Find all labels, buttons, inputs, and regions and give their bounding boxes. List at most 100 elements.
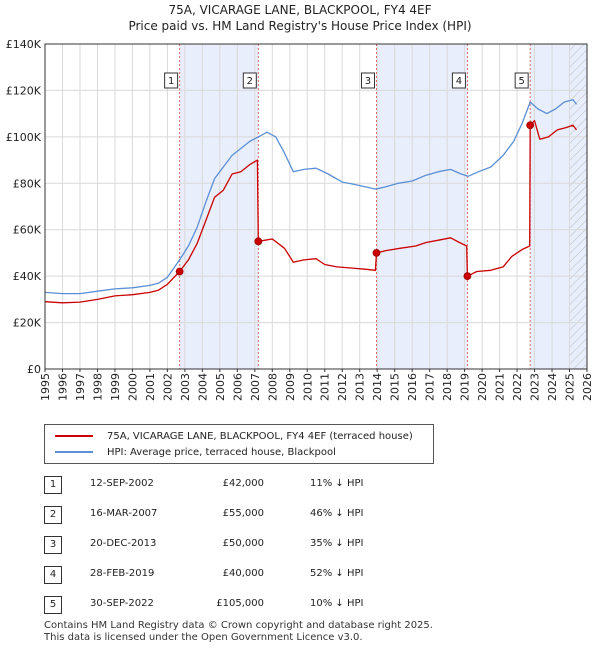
legend-swatch-hpi: [55, 451, 93, 453]
sale-point: [175, 267, 184, 276]
x-tick-label: 2015: [389, 373, 402, 401]
chart-legend: 75A, VICARAGE LANE, BLACKPOOL, FY4 4EF (…: [44, 424, 434, 464]
sale-row: 4 28-FEB-2019 £40,000 52% ↓ HPI: [44, 566, 464, 584]
sale-number-label: 3: [365, 76, 371, 87]
sale-price: £42,000: [222, 478, 264, 489]
sale-row: 5 30-SEP-2022 £105,000 10% ↓ HPI: [44, 596, 464, 614]
x-tick-label: 2006: [231, 373, 244, 401]
footer-copyright: Contains HM Land Registry data © Crown c…: [44, 620, 433, 631]
sale-hpi-diff: 10% ↓ HPI: [310, 598, 364, 609]
plot-area: [45, 44, 587, 369]
chart-subtitle: Price paid vs. HM Land Registry's House …: [128, 19, 472, 33]
y-tick-label: £100K: [6, 131, 42, 144]
x-tick-label: 2017: [424, 373, 437, 401]
sale-date: 16-MAR-2007: [90, 508, 158, 519]
legend-item-property: 75A, VICARAGE LANE, BLACKPOOL, FY4 4EF (…: [55, 429, 413, 443]
x-tick-label: 2026: [581, 373, 594, 401]
sale-number-box: [360, 72, 375, 89]
sale-number-badge: 3: [44, 536, 62, 554]
ownership-shade: [376, 44, 468, 369]
footer-licence: This data is licensed under the Open Gov…: [44, 632, 363, 643]
x-tick-label: 2012: [336, 373, 349, 401]
sale-hpi-diff: 35% ↓ HPI: [310, 538, 364, 549]
footer-attribution: Contains HM Land Registry data © Crown c…: [44, 620, 433, 644]
x-tick-label: 1997: [74, 373, 87, 401]
x-tick-label: 2025: [564, 373, 577, 401]
sale-number-label: 2: [247, 76, 253, 87]
price-chart: £0 £20K £40K £60K £80K £100K £120K £140K 1995 199…: [6, 38, 594, 401]
sale-row: 2 16-MAR-2007 £55,000 46% ↓ HPI: [44, 506, 464, 524]
sale-number-label: 4: [456, 76, 462, 87]
x-tick-label: 1998: [91, 373, 104, 401]
x-tick-label: 2005: [214, 373, 227, 401]
sale-date: 28-FEB-2019: [90, 568, 155, 579]
legend-label-property: 75A, VICARAGE LANE, BLACKPOOL, FY4 4EF (…: [107, 430, 413, 442]
sale-price: £55,000: [222, 508, 264, 519]
x-tick-label: 2001: [144, 373, 157, 401]
x-tick-label: 1995: [39, 373, 52, 401]
x-tick-label: 1999: [109, 373, 122, 401]
sale-number-label: 1: [168, 76, 174, 87]
x-tick-label: 2024: [546, 373, 559, 401]
y-tick-label: £60K: [13, 224, 42, 237]
chart-title-main: 75A, VICARAGE LANE, BLACKPOOL, FY4 4EF: [168, 3, 432, 17]
sale-number-box: [164, 72, 179, 89]
y-tick-label: £0: [27, 363, 41, 376]
x-tick-label: 2020: [476, 373, 489, 401]
sale-point: [526, 121, 535, 130]
x-tick-label: 2019: [459, 373, 472, 401]
y-tick-label: £40K: [13, 270, 42, 283]
sale-date: 12-SEP-2002: [90, 478, 154, 489]
sale-number-badge: 2: [44, 506, 62, 524]
x-tick-label: 2008: [266, 373, 279, 401]
x-tick-label: 2009: [284, 373, 297, 401]
plot-frame: [44, 43, 588, 370]
x-tick-label: 2021: [494, 373, 507, 401]
sale-point: [254, 237, 263, 246]
sale-hpi-diff: 52% ↓ HPI: [310, 568, 364, 579]
x-tick-label: 2004: [196, 373, 209, 401]
x-tick-label: 1996: [56, 373, 69, 401]
sale-date: 20-DEC-2013: [90, 538, 157, 549]
y-tick-label: £80K: [13, 177, 42, 190]
x-tick-label: 2002: [161, 373, 174, 401]
sale-row: 1 12-SEP-2002 £42,000 11% ↓ HPI: [44, 476, 464, 494]
sale-point: [372, 249, 381, 257]
x-tick-label: 2003: [179, 373, 192, 401]
sale-number-box: [514, 72, 529, 89]
sale-number-badge: 4: [44, 566, 62, 584]
y-tick-label: £20K: [13, 317, 42, 330]
y-tick-label: £120K: [6, 84, 42, 97]
sale-date: 30-SEP-2022: [90, 598, 154, 609]
x-tick-label: 2016: [406, 373, 419, 401]
sale-number-box: [451, 72, 466, 89]
x-tick-label: 2000: [126, 373, 139, 401]
sale-number-badge: 1: [44, 476, 62, 494]
sale-price: £40,000: [222, 568, 264, 579]
legend-item-hpi: HPI: Average price, terraced house, Blac…: [55, 445, 336, 459]
x-tick-label: 2007: [249, 373, 262, 401]
x-tick-label: 2014: [371, 373, 384, 401]
x-tick-label: 2013: [354, 373, 367, 401]
sale-number-label: 5: [518, 76, 524, 87]
legend-swatch-property: [55, 435, 93, 437]
sale-point: [463, 272, 472, 281]
sale-hpi-diff: 46% ↓ HPI: [310, 508, 364, 519]
ownership-shade: [179, 44, 259, 369]
sale-hpi-diff: 11% ↓ HPI: [310, 478, 364, 489]
sale-price: £50,000: [222, 538, 264, 549]
hpi-line: [44, 99, 578, 295]
legend-label-hpi: HPI: Average price, terraced house, Blac…: [107, 446, 336, 458]
sale-price: £105,000: [216, 598, 264, 609]
x-tick-label: 2022: [511, 373, 524, 401]
sale-row: 3 20-DEC-2013 £50,000 35% ↓ HPI: [44, 536, 464, 554]
y-tick-label: £140K: [6, 38, 42, 51]
forecast-hatch: [569, 44, 587, 369]
x-tick-label: 2023: [529, 373, 542, 401]
sale-number-box: [242, 72, 257, 89]
x-tick-label: 2011: [319, 373, 332, 401]
x-tick-label: 2010: [301, 373, 314, 401]
x-tick-label: 2018: [441, 373, 454, 401]
sale-number-badge: 5: [44, 596, 62, 614]
chart-title: 75A, VICARAGE LANE, BLACKPOOL, FY4 4EF P…: [0, 2, 600, 34]
